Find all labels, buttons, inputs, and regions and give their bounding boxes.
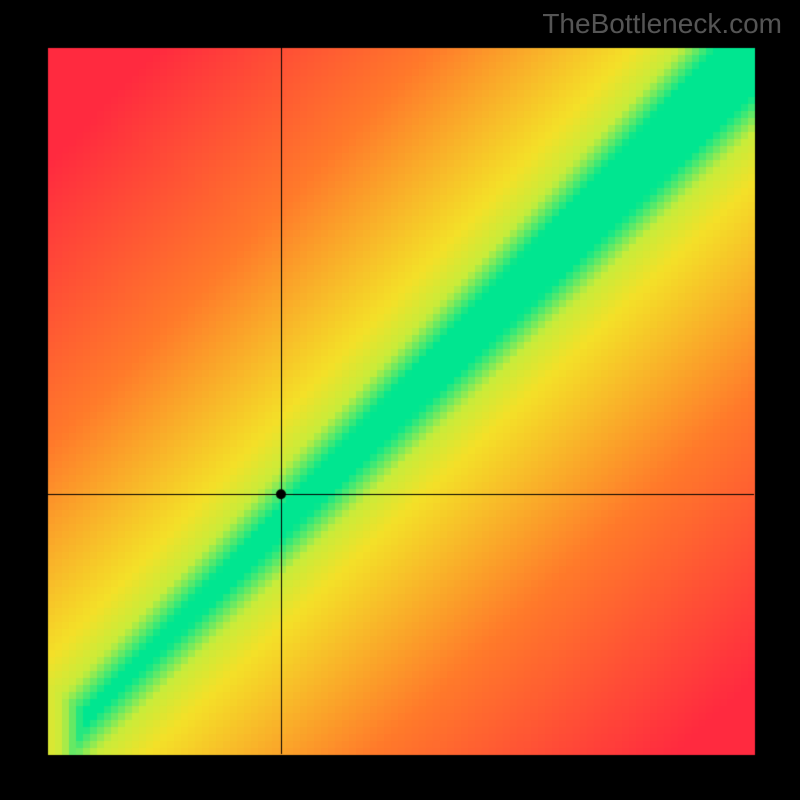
watermark-text: TheBottleneck.com xyxy=(542,8,782,40)
chart-container: TheBottleneck.com xyxy=(0,0,800,800)
bottleneck-heatmap xyxy=(0,0,800,800)
